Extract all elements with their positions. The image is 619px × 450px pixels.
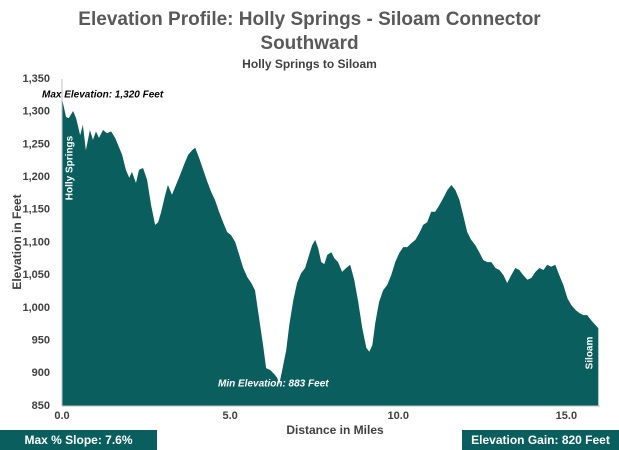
x-tick-label: 5.0: [222, 410, 237, 422]
stat-box: Max % Slope: 7.6%: [0, 430, 157, 450]
annotation: Min Elevation: 883 Feet: [218, 379, 329, 390]
y-tick-label: 1,200: [22, 171, 50, 183]
x-tick-label: 10.0: [388, 410, 409, 422]
x-axis-label: Distance in Miles: [286, 423, 384, 437]
y-tick-label: 1,150: [22, 204, 50, 216]
y-tick-label: 1,350: [22, 73, 50, 85]
x-tick-label: 15.0: [556, 410, 577, 422]
y-tick-label: 1,050: [22, 269, 50, 281]
stat-box: Elevation Gain: 820 Feet: [462, 430, 619, 450]
chart-subtitle: Holly Springs to Siloam: [242, 57, 377, 71]
y-tick-label: 950: [32, 335, 50, 347]
y-axis-label: Elevation in Feet: [10, 194, 24, 289]
y-tick-label: 1,000: [22, 302, 50, 314]
annotation: Holly Springs: [65, 135, 76, 200]
y-tick-label: 900: [32, 367, 50, 379]
x-tick-label: 0.0: [54, 410, 69, 422]
y-tick-label: 1,250: [22, 138, 50, 150]
annotation: Siloam: [585, 337, 596, 370]
y-tick-label: 1,100: [22, 236, 50, 248]
chart-title: Elevation Profile: Holly Springs - Siloa…: [78, 9, 541, 54]
elevation-area: [62, 98, 599, 407]
annotation: Max Elevation: 1,320 Feet: [42, 90, 164, 101]
y-tick-label: 1,300: [22, 106, 50, 118]
y-tick-label: 850: [32, 400, 50, 412]
